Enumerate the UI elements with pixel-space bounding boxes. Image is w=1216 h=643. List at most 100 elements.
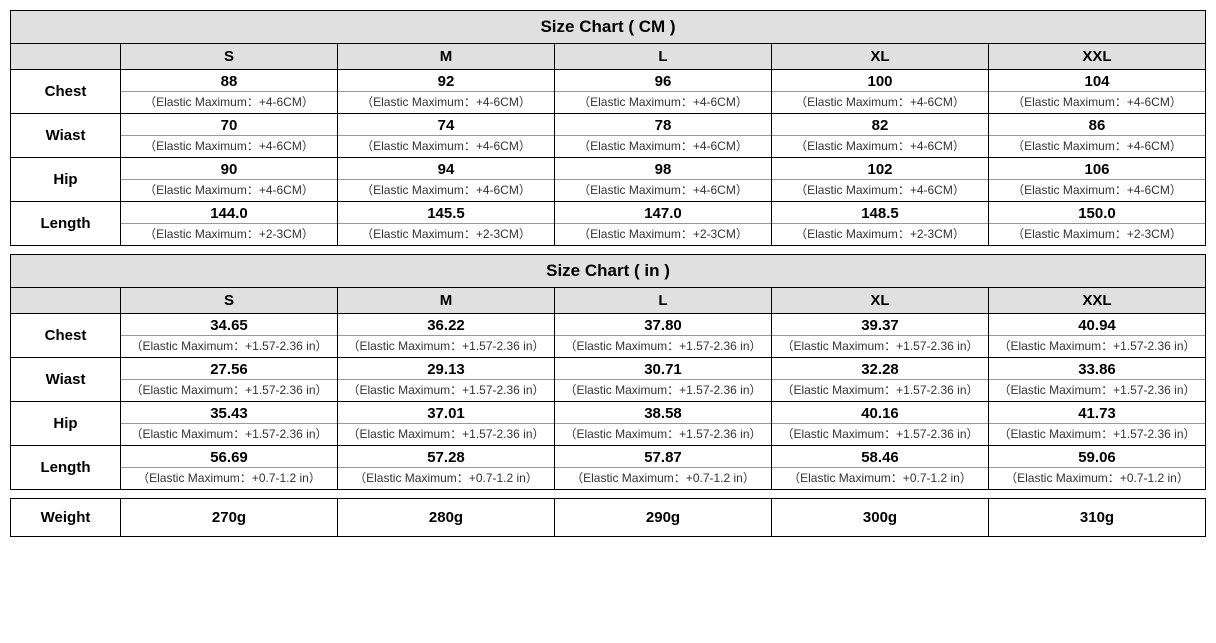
value-cell: 88 [121, 70, 338, 92]
note-cell: （Elastic Maximum：+4-6CM） [338, 136, 555, 158]
blank-header [11, 44, 121, 70]
note-cell: （Elastic Maximum：+1.57-2.36 in） [989, 424, 1206, 446]
note-cell: （Elastic Maximum：+1.57-2.36 in） [555, 424, 772, 446]
value-cell: 144.0 [121, 202, 338, 224]
value-cell: 57.28 [338, 446, 555, 468]
value-cell: 82 [772, 114, 989, 136]
row-label-length: Length [11, 202, 121, 246]
size-xl: XL [772, 288, 989, 314]
note-cell: （Elastic Maximum：+4-6CM） [772, 92, 989, 114]
weight-m: 280g [338, 499, 555, 537]
value-cell: 59.06 [989, 446, 1206, 468]
note-cell: （Elastic Maximum：+4-6CM） [121, 136, 338, 158]
value-cell: 94 [338, 158, 555, 180]
note-cell: （Elastic Maximum：+1.57-2.36 in） [772, 424, 989, 446]
size-l: L [555, 288, 772, 314]
value-cell: 104 [989, 70, 1206, 92]
value-cell: 29.13 [338, 358, 555, 380]
note-cell: （Elastic Maximum：+1.57-2.36 in） [989, 380, 1206, 402]
size-xxl: XXL [989, 44, 1206, 70]
weight-label: Weight [11, 499, 121, 537]
value-cell: 41.73 [989, 402, 1206, 424]
note-cell: （Elastic Maximum：+0.7-1.2 in） [338, 468, 555, 490]
note-cell: （Elastic Maximum：+1.57-2.36 in） [989, 336, 1206, 358]
row-label-wiast: Wiast [11, 358, 121, 402]
row-label-length: Length [11, 446, 121, 490]
value-cell: 150.0 [989, 202, 1206, 224]
weight-l: 290g [555, 499, 772, 537]
note-cell: （Elastic Maximum：+4-6CM） [121, 180, 338, 202]
note-cell: （Elastic Maximum：+4-6CM） [338, 92, 555, 114]
blank-header [11, 288, 121, 314]
value-cell: 27.56 [121, 358, 338, 380]
value-cell: 102 [772, 158, 989, 180]
value-cell: 37.01 [338, 402, 555, 424]
value-cell: 38.58 [555, 402, 772, 424]
note-cell: （Elastic Maximum：+2-3CM） [555, 224, 772, 246]
note-cell: （Elastic Maximum：+0.7-1.2 in） [555, 468, 772, 490]
value-cell: 36.22 [338, 314, 555, 336]
value-cell: 148.5 [772, 202, 989, 224]
size-m: M [338, 288, 555, 314]
value-cell: 92 [338, 70, 555, 92]
size-l: L [555, 44, 772, 70]
in-title: Size Chart ( in ) [11, 255, 1206, 288]
row-label-wiast: Wiast [11, 114, 121, 158]
value-cell: 106 [989, 158, 1206, 180]
row-label-chest: Chest [11, 314, 121, 358]
note-cell: （Elastic Maximum：+2-3CM） [338, 224, 555, 246]
value-cell: 30.71 [555, 358, 772, 380]
value-cell: 96 [555, 70, 772, 92]
row-label-hip: Hip [11, 402, 121, 446]
note-cell: （Elastic Maximum：+4-6CM） [555, 92, 772, 114]
note-cell: （Elastic Maximum：+1.57-2.36 in） [338, 336, 555, 358]
value-cell: 147.0 [555, 202, 772, 224]
note-cell: （Elastic Maximum：+2-3CM） [772, 224, 989, 246]
size-s: S [121, 288, 338, 314]
note-cell: （Elastic Maximum：+1.57-2.36 in） [772, 380, 989, 402]
value-cell: 40.94 [989, 314, 1206, 336]
value-cell: 86 [989, 114, 1206, 136]
value-cell: 56.69 [121, 446, 338, 468]
note-cell: （Elastic Maximum：+4-6CM） [989, 92, 1206, 114]
value-cell: 35.43 [121, 402, 338, 424]
size-chart-in: Size Chart ( in ) S M L XL XXL Chest34.6… [10, 254, 1206, 490]
value-cell: 74 [338, 114, 555, 136]
size-s: S [121, 44, 338, 70]
note-cell: （Elastic Maximum：+1.57-2.36 in） [555, 336, 772, 358]
weight-xxl: 310g [989, 499, 1206, 537]
note-cell: （Elastic Maximum：+1.57-2.36 in） [772, 336, 989, 358]
note-cell: （Elastic Maximum：+4-6CM） [772, 180, 989, 202]
note-cell: （Elastic Maximum：+0.7-1.2 in） [121, 468, 338, 490]
row-label-chest: Chest [11, 70, 121, 114]
value-cell: 98 [555, 158, 772, 180]
value-cell: 40.16 [772, 402, 989, 424]
note-cell: （Elastic Maximum：+0.7-1.2 in） [772, 468, 989, 490]
note-cell: （Elastic Maximum：+0.7-1.2 in） [989, 468, 1206, 490]
note-cell: （Elastic Maximum：+4-6CM） [121, 92, 338, 114]
note-cell: （Elastic Maximum：+4-6CM） [555, 180, 772, 202]
value-cell: 70 [121, 114, 338, 136]
value-cell: 39.37 [772, 314, 989, 336]
size-xxl: XXL [989, 288, 1206, 314]
cm-title: Size Chart ( CM ) [11, 11, 1206, 44]
value-cell: 58.46 [772, 446, 989, 468]
note-cell: （Elastic Maximum：+2-3CM） [989, 224, 1206, 246]
note-cell: （Elastic Maximum：+4-6CM） [989, 180, 1206, 202]
size-xl: XL [772, 44, 989, 70]
note-cell: （Elastic Maximum：+2-3CM） [121, 224, 338, 246]
weight-s: 270g [121, 499, 338, 537]
note-cell: （Elastic Maximum：+1.57-2.36 in） [338, 380, 555, 402]
note-cell: （Elastic Maximum：+1.57-2.36 in） [121, 336, 338, 358]
value-cell: 57.87 [555, 446, 772, 468]
value-cell: 34.65 [121, 314, 338, 336]
note-cell: （Elastic Maximum：+4-6CM） [555, 136, 772, 158]
value-cell: 78 [555, 114, 772, 136]
value-cell: 32.28 [772, 358, 989, 380]
note-cell: （Elastic Maximum：+1.57-2.36 in） [338, 424, 555, 446]
value-cell: 145.5 [338, 202, 555, 224]
note-cell: （Elastic Maximum：+1.57-2.36 in） [121, 424, 338, 446]
size-m: M [338, 44, 555, 70]
value-cell: 33.86 [989, 358, 1206, 380]
note-cell: （Elastic Maximum：+4-6CM） [989, 136, 1206, 158]
